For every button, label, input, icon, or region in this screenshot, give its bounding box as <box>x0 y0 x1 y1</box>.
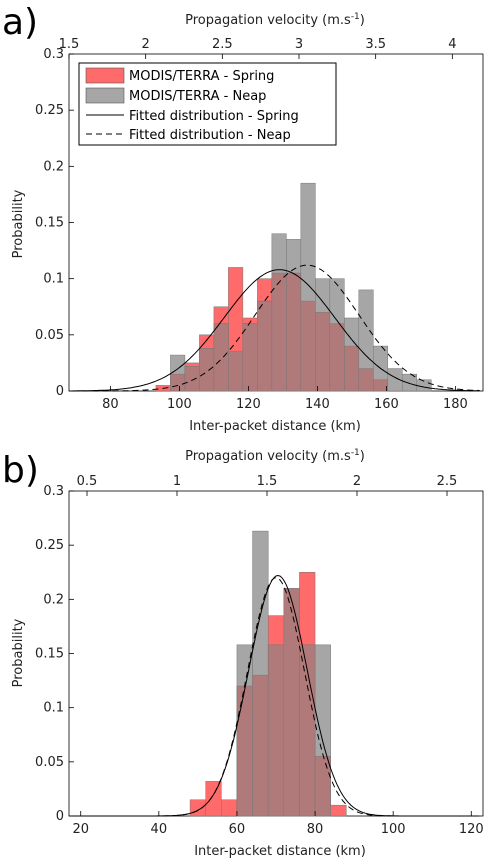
legend-fit-neap-label: Fitted distribution - Neap <box>129 128 291 143</box>
b-spring-bar <box>221 799 238 817</box>
a-y-tick-label: 0 <box>56 384 64 399</box>
b-x-tick-label: 100 <box>381 822 406 837</box>
a-overlap-bar <box>300 300 316 392</box>
panel-b-y-axis-title: Probability <box>11 618 26 687</box>
a-x-tick-label: 100 <box>167 397 192 412</box>
b-top-tick-label: 2 <box>353 474 361 489</box>
b-spring-bar <box>205 781 222 817</box>
a-y-tick-label: 0.3 <box>43 47 64 62</box>
a-top-tick-label: 3.5 <box>365 37 386 52</box>
b-overlap-bar <box>252 674 269 817</box>
b-y-tick-label: 0.05 <box>35 755 64 770</box>
b-y-tick-label: 0.1 <box>43 701 64 716</box>
a-y-tick-label: 0.05 <box>35 328 64 343</box>
panel-a-y-axis-title: Probability <box>11 189 26 258</box>
a-y-tick-label: 0.1 <box>43 272 64 287</box>
panel-a-letter: a) <box>2 2 38 43</box>
b-y-tick-label: 0.15 <box>35 647 64 662</box>
a-overlap-bar <box>242 323 258 392</box>
a-x-tick-label: 160 <box>374 397 399 412</box>
b-fit-neap-curve <box>72 577 480 817</box>
b-x-tick-label: 60 <box>229 822 246 837</box>
panel-b-top-axis-title: Propagation velocity (m.s-1) <box>185 448 365 464</box>
a-overlap-bar <box>344 345 360 392</box>
a-overlap-bar <box>199 348 215 392</box>
a-overlap-bar <box>286 272 302 392</box>
b-y-tick-label: 0 <box>56 809 64 824</box>
panel-a-plot-area: 80 100 120 140 160 180 1.5 2 2.5 3 3.5 4 0 0.05 0.1 0.1… <box>35 37 484 412</box>
b-overlap-bar <box>267 644 285 817</box>
a-y-tick-label: 0.15 <box>35 216 64 231</box>
b-overlap-bar <box>236 685 253 817</box>
panel-b-letter: b) <box>2 450 39 491</box>
legend-neap-swatch <box>85 87 125 104</box>
panel-a-top-axis-title: Propagation velocity (m.s-1) <box>185 12 365 28</box>
a-top-tick-label: 1.5 <box>59 37 80 52</box>
a-overlap-bar <box>358 368 374 392</box>
a-overlap-bar <box>184 366 200 392</box>
panel-a: a) Propagation velocity (m.s-1) 80 100 120… <box>2 2 484 434</box>
panel-a-x-axis-title: Inter-packet distance (km) <box>189 419 361 434</box>
b-y-tick-label: 0.2 <box>43 592 64 607</box>
b-top-tick-label: 1.5 <box>257 474 278 489</box>
a-y-tick-label: 0.2 <box>43 159 64 174</box>
a-top-tick-label: 2.5 <box>212 37 233 52</box>
a-top-tick-label: 4 <box>448 37 456 52</box>
a-x-tick-label: 140 <box>305 397 330 412</box>
b-spring-bar <box>189 799 206 817</box>
b-x-tick-label: 40 <box>151 822 168 837</box>
a-x-tick-label: 180 <box>443 397 468 412</box>
b-x-tick-label: 120 <box>459 822 484 837</box>
a-fit-neap-curve <box>72 264 480 392</box>
b-top-tick-label: 1 <box>173 474 181 489</box>
b-spring-bar <box>330 804 347 817</box>
a-x-tick-label: 120 <box>236 397 261 412</box>
b-top-tick-label: 0.5 <box>77 474 98 489</box>
a-fit-spring-curve <box>72 269 480 392</box>
a-x-tick-label: 80 <box>102 397 119 412</box>
a-overlap-bar <box>315 312 331 392</box>
panel-a-legend: MODIS/TERRA - Spring MODIS/TERRA - Neap … <box>78 62 337 146</box>
a-overlap-bar <box>170 373 186 392</box>
a-top-tick-label: 2 <box>142 37 150 52</box>
legend-spring-swatch <box>85 67 125 84</box>
a-overlap-bar <box>257 300 273 392</box>
b-x-tick-label: 80 <box>307 822 324 837</box>
panel-b: b) Propagation velocity (m.s-1) 20 40 60 80… <box>2 448 484 859</box>
panel-b-plot-area: 20 40 60 80 100 120 0.5 1 1.5 2 2.5 0 0.05 0.1 0.15 0.2… <box>35 474 484 837</box>
panel-b-x-axis-title: Inter-packet distance (km) <box>194 844 366 859</box>
a-y-tick-label: 0.25 <box>35 103 64 118</box>
a-overlap-bar <box>213 323 229 392</box>
b-x-tick-label: 20 <box>72 822 89 837</box>
legend-neap-label: MODIS/TERRA - Neap <box>129 89 266 104</box>
b-overlap-bar <box>314 756 331 817</box>
b-y-tick-label: 0.25 <box>35 538 64 553</box>
a-overlap-bar <box>228 351 244 392</box>
a-overlap-bar <box>373 379 389 392</box>
b-y-tick-label: 0.3 <box>43 484 64 499</box>
b-top-tick-label: 2.5 <box>437 474 458 489</box>
a-overlap-bar <box>329 323 345 392</box>
a-top-tick-label: 3 <box>295 37 303 52</box>
legend-spring-label: MODIS/TERRA - Spring <box>129 69 274 84</box>
a-overlap-bar <box>271 272 287 392</box>
legend-fit-spring-label: Fitted distribution - Spring <box>129 109 299 124</box>
